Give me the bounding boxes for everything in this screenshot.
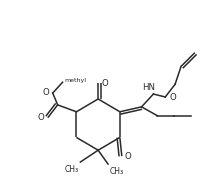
Text: O: O [42,88,49,96]
Text: O: O [101,79,108,88]
Text: O: O [37,113,44,122]
Text: CH₃: CH₃ [64,165,78,174]
Text: O: O [125,152,132,161]
Text: CH₃: CH₃ [110,167,124,176]
Text: methyl: methyl [65,78,87,83]
Text: O: O [169,93,176,102]
Text: HN: HN [142,83,155,92]
